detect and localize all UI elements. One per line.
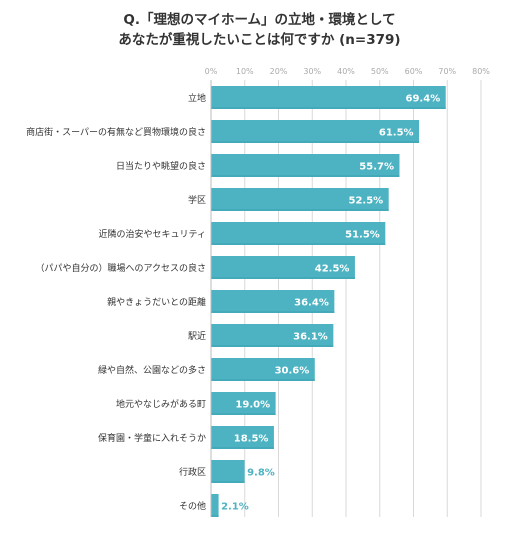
value-label: 42.5% (315, 264, 350, 275)
value-label: 52.5% (348, 196, 383, 207)
category-label: 立地 (188, 92, 206, 104)
x-tick-label: 40% (337, 67, 355, 76)
bar (211, 358, 315, 381)
bar (211, 392, 276, 415)
x-tick-label: 50% (371, 67, 389, 76)
bar-edge (211, 107, 446, 109)
value-label: 61.5% (379, 128, 414, 139)
bar (211, 188, 389, 211)
bar-edge (211, 447, 274, 449)
bars (211, 86, 446, 517)
chart-title: Q.「理想のマイホーム」の立地・環境として あなたが重視したいことは何ですか (… (0, 10, 519, 50)
category-label: 日当たりや眺望の良さ (116, 160, 206, 172)
value-label: 51.5% (345, 230, 380, 241)
bar (211, 290, 335, 313)
value-label: 36.4% (294, 298, 329, 309)
category-label: 行政区 (179, 466, 206, 478)
x-tick-label: 20% (270, 67, 288, 76)
x-tick-label: 70% (438, 67, 456, 76)
value-label: 9.8% (247, 468, 275, 479)
bar (211, 494, 219, 517)
bar-edge (211, 413, 276, 415)
x-tick-label: 30% (303, 67, 321, 76)
bar (211, 86, 446, 109)
bar (211, 460, 245, 483)
category-label: 親やきょうだいとの距離 (107, 296, 206, 308)
category-label: 近隣の治安やセキュリティ (99, 228, 206, 240)
chart-title-line-2: あなたが重視したいことは何ですか (n=379) (118, 32, 401, 48)
x-tick-label: 80% (472, 67, 490, 76)
category-label: その他 (179, 500, 206, 512)
bar-edge (211, 481, 245, 483)
value-label: 55.7% (359, 162, 394, 173)
x-axis-ticks: 0% 10% 20% 30% 40% 50% 60% 70% 80% (205, 67, 491, 76)
bar-edge (211, 243, 386, 245)
category-label: 駅近 (188, 330, 206, 342)
value-label: 69.4% (406, 94, 441, 105)
bar (211, 222, 386, 245)
x-tick-label: 0% (205, 67, 218, 76)
value-label: 18.5% (234, 434, 269, 445)
bar (211, 120, 420, 143)
bar-edge (211, 141, 420, 143)
value-label: 19.0% (235, 400, 270, 411)
category-label: 緑や自然、公園などの多さ (98, 364, 206, 376)
value-label: 36.1% (293, 332, 328, 343)
bar-edge (211, 515, 219, 517)
category-label: 学区 (188, 194, 206, 206)
bar-edge (211, 277, 355, 279)
value-labels: 69.4% 61.5% 55.7% 52.5% 51.5% 42.5% 36.4% 36.1%… (221, 94, 440, 513)
bar-edge (211, 175, 400, 177)
bar-edge (211, 345, 334, 347)
category-label: 保育園・学童に入れそうか (98, 432, 206, 444)
x-tick-label: 10% (236, 67, 254, 76)
bar-edge (211, 379, 315, 381)
value-label: 2.1% (221, 502, 249, 513)
category-labels: 立地商店街・スーパーの有無など買物環境の良さ日当たりや眺望の良さ学区近隣の治安や… (26, 92, 206, 512)
category-label: 地元やなじみがある町 (116, 398, 206, 410)
chart-title-line-1: Q.「理想のマイホーム」の立地・環境として (123, 12, 396, 28)
bar-edge (211, 209, 389, 211)
bar (211, 154, 400, 177)
value-label: 30.6% (275, 366, 310, 377)
category-label: 商店街・スーパーの有無など買物環境の良さ (26, 126, 206, 138)
bar (211, 256, 355, 279)
category-label: （パパや自分の）職場へのアクセスの良さ (35, 262, 206, 274)
bar (211, 426, 274, 449)
bar-edge (211, 311, 335, 313)
bar (211, 324, 334, 347)
x-tick-label: 60% (405, 67, 423, 76)
